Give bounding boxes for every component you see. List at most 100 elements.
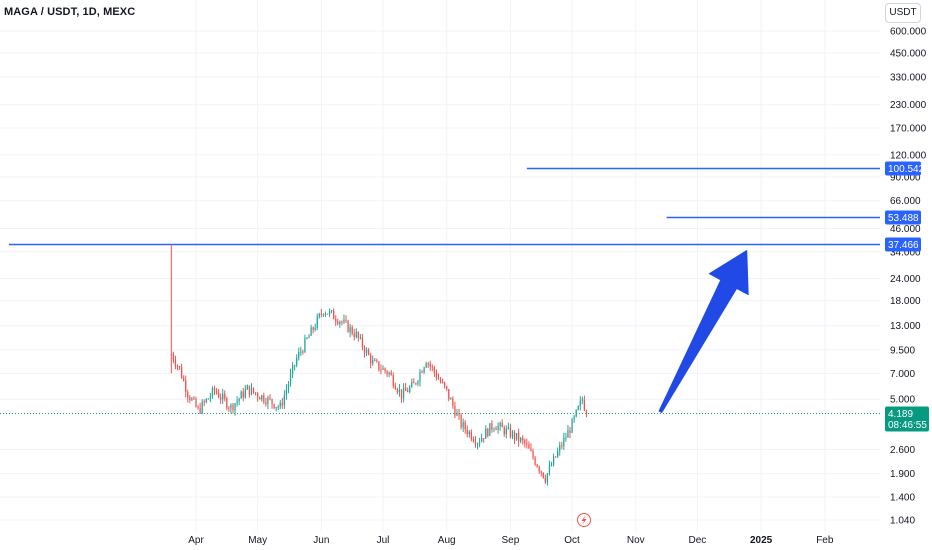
candle-body [203,401,205,403]
y-tick-label: 66.000 [890,196,921,207]
candle-body [472,439,475,442]
candle-body [267,397,269,405]
candle-body [351,327,353,334]
candle-body [298,351,300,358]
candle-body [353,333,355,337]
candle-body [452,398,454,406]
x-tick-label: May [248,535,267,546]
time-axis[interactable]: Apr May Jun Jul Aug Sep Oct Nov Dec 2025 Feb [188,535,834,546]
candle-body [359,337,362,339]
candle-body [326,313,329,315]
candle-body [505,428,507,435]
candle-body [232,404,234,411]
candle-body [308,335,310,338]
candle-body [195,398,197,407]
candle-body [552,456,555,466]
x-tick-label: Apr [188,535,204,546]
candle-body [559,445,561,452]
candle-body [291,365,294,374]
x-tick-label: Jun [313,535,329,546]
candle-body [460,414,462,428]
candle-body [423,367,425,373]
candle-body [569,430,571,433]
candle-body [394,385,396,390]
event-marker[interactable] [577,513,591,527]
candle-body [335,319,337,322]
horizontal-levels[interactable] [8,167,880,246]
y-tick-label: 600.000 [890,26,927,37]
candle-body [501,423,503,428]
candle-body [468,431,470,435]
candle-body [573,416,575,420]
candle-body [554,456,557,458]
candle-body [478,441,481,444]
candle-body [302,351,304,353]
candle-body [279,402,281,407]
candle-body [320,313,323,315]
candle-body [487,428,489,436]
candle-body [396,389,399,393]
candle-body [300,351,302,353]
candle-body [400,389,403,399]
candle-body [176,366,179,368]
candle-body [211,388,214,397]
candle-body [520,438,522,442]
candle-body [183,377,185,381]
candle-body [170,353,172,355]
y-tick-label: 2.600 [890,445,915,456]
x-tick-label: Aug [438,535,456,546]
candle-body [522,438,524,441]
candle-body [407,390,409,393]
candle-body [386,371,388,375]
candle-body [474,441,477,445]
candle-body [517,433,520,442]
candle-body [257,393,259,398]
y-tick-label: 120.000 [890,150,927,161]
candle-body [583,399,586,411]
candle-body [454,405,456,416]
candle-body [417,381,419,384]
level-price-label: 53.488 [888,213,919,224]
candle-body [532,450,534,458]
candle-body [215,390,218,394]
candle-body [489,423,491,436]
candle-body [296,357,298,366]
candle-body [254,392,257,394]
candle-body [207,398,209,400]
candle-body [441,382,444,384]
candle-body [287,383,290,390]
bar-countdown: 08:46:55 [888,420,927,431]
candle-body [293,365,296,367]
candle-body [328,310,331,315]
level-price-tag [885,161,921,176]
trend-arrow-shape[interactable] [658,250,749,413]
candle-body [456,412,458,416]
candle-body [246,385,249,390]
candle-body [427,363,429,365]
trend-arrow[interactable] [658,250,749,413]
candle-body [538,466,540,472]
last-price-tag [885,406,929,432]
price-axis[interactable]: 600.000 450.000 330.000 230.000 170.000 120.0… [890,26,927,526]
candle-body [185,380,187,393]
candle-body [421,371,423,373]
candle-body [509,427,512,438]
candle-body [349,327,351,333]
candle-body [339,321,341,324]
currency-button[interactable]: USDT [885,3,921,23]
candle-body [322,314,325,316]
candle-body [563,437,565,447]
grid-lines [0,0,880,532]
candle-body [398,389,401,393]
y-tick-label: 24.000 [890,274,921,285]
y-tick-label: 330.000 [890,72,927,83]
candle-body [409,386,411,393]
candle-body [238,398,240,401]
candle-body [411,381,413,387]
candle-body [404,387,407,391]
candle-body [345,319,347,321]
candle-body [390,372,392,376]
candle-body [567,430,569,438]
candle-body [271,398,273,405]
